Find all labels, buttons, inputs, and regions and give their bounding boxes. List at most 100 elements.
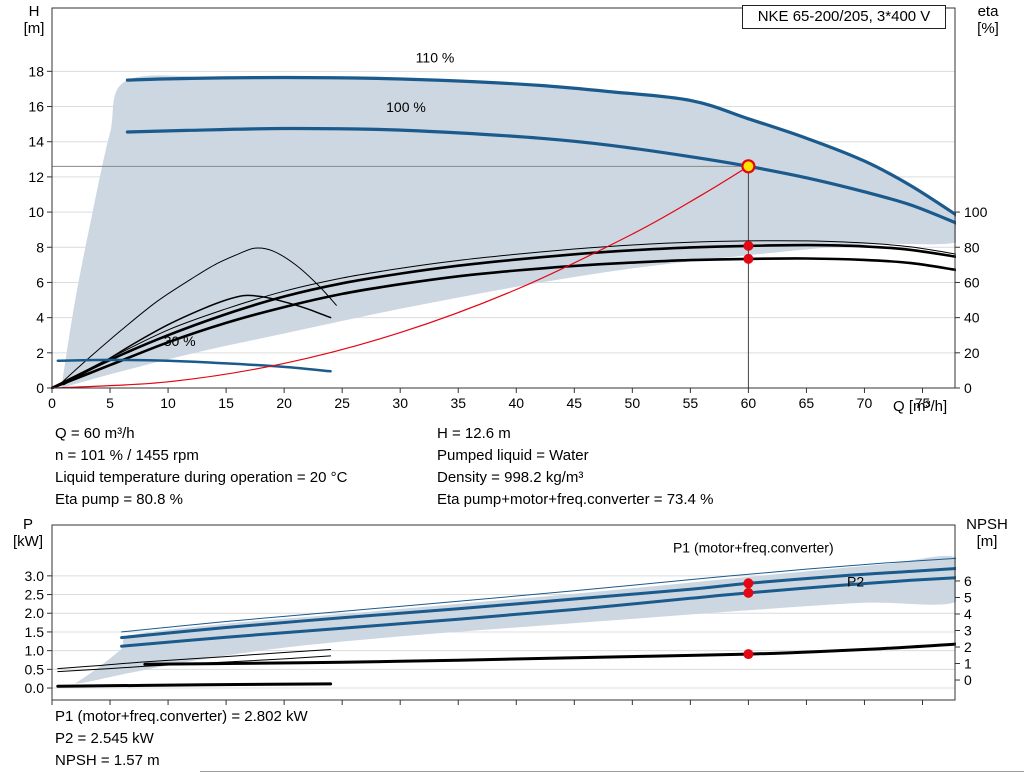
y-tick-label: 2.0 (25, 605, 45, 621)
x-tick-label: 35 (450, 395, 466, 411)
x-tick-label: 30 (392, 395, 408, 411)
plot-frame (51, 7, 956, 389)
x-tick-label: 65 (799, 395, 815, 411)
x-tick-label: 45 (567, 395, 583, 411)
x-tick-label: 25 (334, 395, 350, 411)
h-axis-unit: [m] (23, 20, 45, 37)
p2-marker (743, 587, 754, 598)
eta-pump-curve (51, 243, 956, 389)
y-tick-label: 1.5 (25, 624, 45, 640)
p1-curve (120, 566, 956, 640)
speed-110-curve (125, 75, 956, 217)
y-tick-label: 12 (28, 169, 44, 185)
eta-axis-symbol: eta (977, 3, 999, 20)
y-tick-label: 18 (28, 63, 44, 79)
y-tick-label: 2 (964, 639, 972, 655)
y-tick-label: 0.0 (25, 680, 45, 696)
eta-pump-marker (743, 240, 754, 251)
p-110-thin-curve (121, 557, 956, 633)
p-thin-curve-a (57, 649, 332, 670)
p2-value: P2 = 2.545 kW (55, 730, 154, 747)
system-curve (51, 165, 749, 389)
x-tick-label: 40 (508, 395, 524, 411)
h-axis-label: H [m] (16, 3, 52, 37)
y-tick-label: 8 (36, 239, 44, 255)
eta-pump-motor-curve (51, 257, 956, 389)
x-tick-label: 75 (915, 395, 931, 411)
x-tick-label: 55 (683, 395, 699, 411)
eta-total-marker (743, 253, 754, 264)
y-tick-label: 2.5 (25, 587, 45, 603)
duty-speed: n = 101 % / 1455 rpm (55, 447, 199, 464)
duty-point-marker (741, 159, 756, 174)
p-axis-unit: [kW] (13, 533, 43, 550)
p-axis-symbol: P (22, 516, 33, 533)
p2-curve (120, 576, 956, 648)
y-tick-label: 6 (964, 573, 972, 589)
y-tick-label: 4 (964, 606, 972, 622)
x-tick-label: 50 (625, 395, 641, 411)
operating-envelope (61, 75, 956, 388)
duty-head: H = 12.6 m (437, 425, 511, 442)
y-tick-label: 14 (28, 134, 44, 150)
curve-label: P1 (motor+freq.converter) (673, 540, 834, 556)
x-tick-label: 5 (106, 395, 114, 411)
npsh-value: NPSH = 1.57 m (55, 752, 160, 769)
speed-100-curve (125, 126, 956, 225)
x-tick-label: 60 (741, 395, 757, 411)
npsh-curve (143, 642, 956, 666)
duty-info-left: Q = 60 m³/h n = 101 % / 1455 rpm Liquid … (55, 423, 347, 511)
h-axis-symbol: H (28, 3, 40, 20)
x-tick-label: 15 (218, 395, 234, 411)
curve-label: P2 (847, 573, 864, 589)
pump-type-label: NKE 65-200/205, 3*400 V (757, 8, 931, 25)
y-tick-label: 1 (964, 656, 972, 672)
x-tick-label: 10 (160, 395, 176, 411)
y-tick-label: 0 (964, 380, 972, 396)
eta-axis-unit: [%] (977, 20, 999, 37)
y-tick-label: 60 (964, 274, 980, 290)
power-info: P1 (motor+freq.converter) = 2.802 kW P2 … (55, 706, 308, 772)
speed-30-curve (56, 358, 332, 373)
curve-label: 110 % (416, 50, 455, 66)
duty-pumped-liquid: Pumped liquid = Water (437, 447, 589, 464)
duty-info-right: H = 12.6 m Pumped liquid = Water Density… (437, 423, 713, 511)
x-tick-label: 70 (857, 395, 873, 411)
y-tick-label: 2 (36, 345, 44, 361)
y-tick-label: 80 (964, 239, 980, 255)
x-tick-label: 20 (276, 395, 292, 411)
duty-eta-pump: Eta pump = 80.8 % (55, 491, 183, 508)
y-tick-label: 40 (964, 310, 980, 326)
y-tick-label: 10 (28, 204, 44, 220)
npsh-axis-label: NPSH [m] (958, 516, 1016, 550)
y-tick-label: 3.0 (25, 568, 45, 584)
bottom-divider (200, 771, 1024, 772)
eta-thin-curve (51, 240, 956, 389)
p1-value: P1 (motor+freq.converter) = 2.802 kW (55, 708, 308, 725)
npsh-marker (743, 649, 754, 660)
y-tick-label: 1.0 (25, 643, 45, 659)
npsh-axis-unit: [m] (976, 533, 998, 550)
y-tick-label: 0 (36, 380, 44, 396)
p2-30-curve (56, 682, 333, 688)
duty-liquid-temp: Liquid temperature during operation = 20… (55, 469, 348, 486)
eta-reduced-speed-curve-2 (62, 294, 332, 386)
y-tick-label: 20 (964, 345, 980, 361)
q-axis-label: Q [m³/h] (893, 398, 948, 415)
y-tick-label: 5 (964, 589, 972, 605)
y-tick-label: 3 (964, 622, 972, 638)
y-tick-label: 0.5 (25, 661, 45, 677)
duty-flow: Q = 60 m³/h (55, 425, 135, 442)
head-capacity-chart: 0 2 4 6 8 10 12 14 16 18 0 20 40 60 80 100 0 5 10 15 20 25 30 3… (28, 7, 988, 411)
pump-type-box: NKE 65-200/205, 3*400 V (742, 5, 946, 29)
y-tick-label: 0 (964, 672, 972, 688)
eta-axis-label: eta [%] (966, 3, 1010, 37)
x-tick-label: 0 (48, 395, 56, 411)
duty-density: Density = 998.2 kg/m³ (437, 469, 584, 486)
p1-marker (743, 578, 754, 589)
y-tick-label: 16 (28, 99, 44, 115)
y-tick-label: 4 (36, 310, 44, 326)
